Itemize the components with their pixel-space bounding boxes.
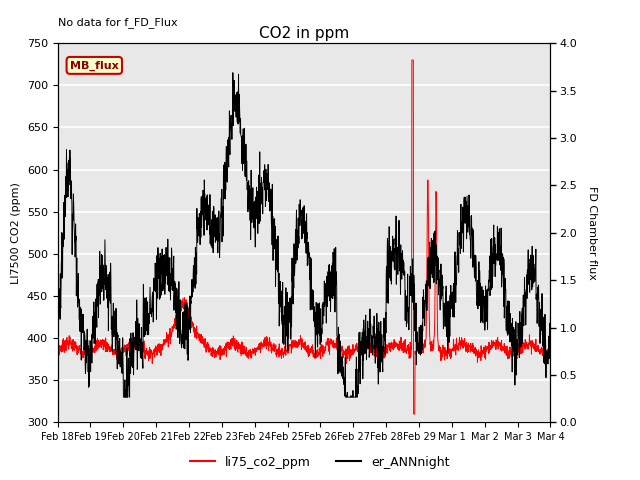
Legend: li75_co2_ppm, er_ANNnight: li75_co2_ppm, er_ANNnight: [186, 451, 454, 474]
Text: No data for f_FD_Flux: No data for f_FD_Flux: [58, 17, 177, 28]
Y-axis label: LI7500 CO2 (ppm): LI7500 CO2 (ppm): [11, 182, 21, 284]
Y-axis label: FD Chamber flux: FD Chamber flux: [587, 186, 596, 280]
Title: CO2 in ppm: CO2 in ppm: [259, 25, 349, 41]
Text: MB_flux: MB_flux: [70, 60, 118, 71]
